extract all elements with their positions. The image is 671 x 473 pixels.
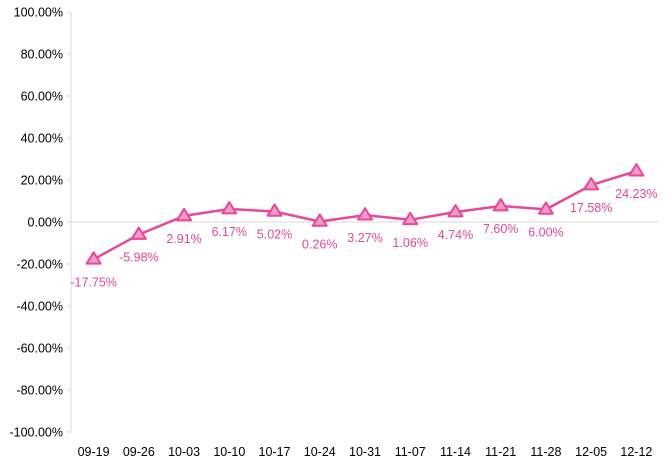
data-label: 0.26% bbox=[302, 237, 337, 251]
y-tick-label: 20.00% bbox=[21, 174, 63, 188]
data-point-marker bbox=[221, 201, 238, 215]
y-tick-label: -20.00% bbox=[16, 258, 63, 272]
x-tick-label: 11-14 bbox=[440, 445, 471, 459]
data-point-marker bbox=[628, 163, 645, 177]
x-tick-label: 10-31 bbox=[349, 445, 381, 459]
data-label: 6.17% bbox=[212, 225, 247, 239]
data-point-marker bbox=[85, 251, 102, 265]
x-tick-label: 12-12 bbox=[620, 445, 652, 459]
x-tick-label: 10-17 bbox=[259, 445, 291, 459]
y-tick-label: -40.00% bbox=[16, 300, 63, 314]
y-tick-label: 40.00% bbox=[21, 132, 63, 146]
y-tick-label: 60.00% bbox=[21, 90, 63, 104]
data-point-marker bbox=[447, 204, 464, 218]
data-label: 17.58% bbox=[570, 201, 612, 215]
y-tick-label: 80.00% bbox=[21, 48, 63, 62]
y-tick-label: 100.00% bbox=[14, 6, 63, 20]
data-label: 2.91% bbox=[166, 232, 201, 246]
data-label: 24.23% bbox=[615, 187, 657, 201]
x-tick-label: 09-19 bbox=[78, 445, 110, 459]
x-tick-label: 10-10 bbox=[213, 445, 245, 459]
x-tick-label: 11-21 bbox=[485, 445, 516, 459]
data-label: 6.00% bbox=[528, 225, 563, 239]
data-label: 5.02% bbox=[257, 227, 292, 241]
data-point-marker bbox=[311, 213, 328, 227]
data-label: 7.60% bbox=[483, 222, 518, 236]
x-tick-label: 10-03 bbox=[168, 445, 200, 459]
y-tick-label: -100.00% bbox=[9, 426, 63, 440]
data-point-marker bbox=[537, 201, 554, 215]
data-label: 3.27% bbox=[347, 231, 382, 245]
data-point-marker bbox=[583, 177, 600, 191]
x-tick-label: 09-26 bbox=[123, 445, 155, 459]
data-label: 1.06% bbox=[393, 236, 428, 250]
data-label: 4.74% bbox=[438, 228, 473, 242]
y-tick-label: 0.00% bbox=[28, 216, 63, 230]
data-point-marker bbox=[266, 203, 283, 217]
data-point-marker bbox=[130, 226, 147, 240]
y-tick-label: -80.00% bbox=[16, 384, 63, 398]
x-tick-label: 11-28 bbox=[530, 445, 561, 459]
data-point-marker bbox=[402, 211, 419, 226]
y-tick-label: -60.00% bbox=[16, 342, 63, 356]
x-tick-label: 10-24 bbox=[304, 445, 336, 459]
data-label: -17.75% bbox=[70, 275, 117, 289]
data-point-marker bbox=[492, 198, 509, 212]
data-label: -5.98% bbox=[119, 251, 159, 265]
data-point-marker bbox=[357, 207, 373, 221]
x-tick-label: 11-07 bbox=[395, 445, 426, 459]
data-point-marker bbox=[176, 207, 193, 222]
x-tick-label: 12-05 bbox=[575, 445, 607, 459]
